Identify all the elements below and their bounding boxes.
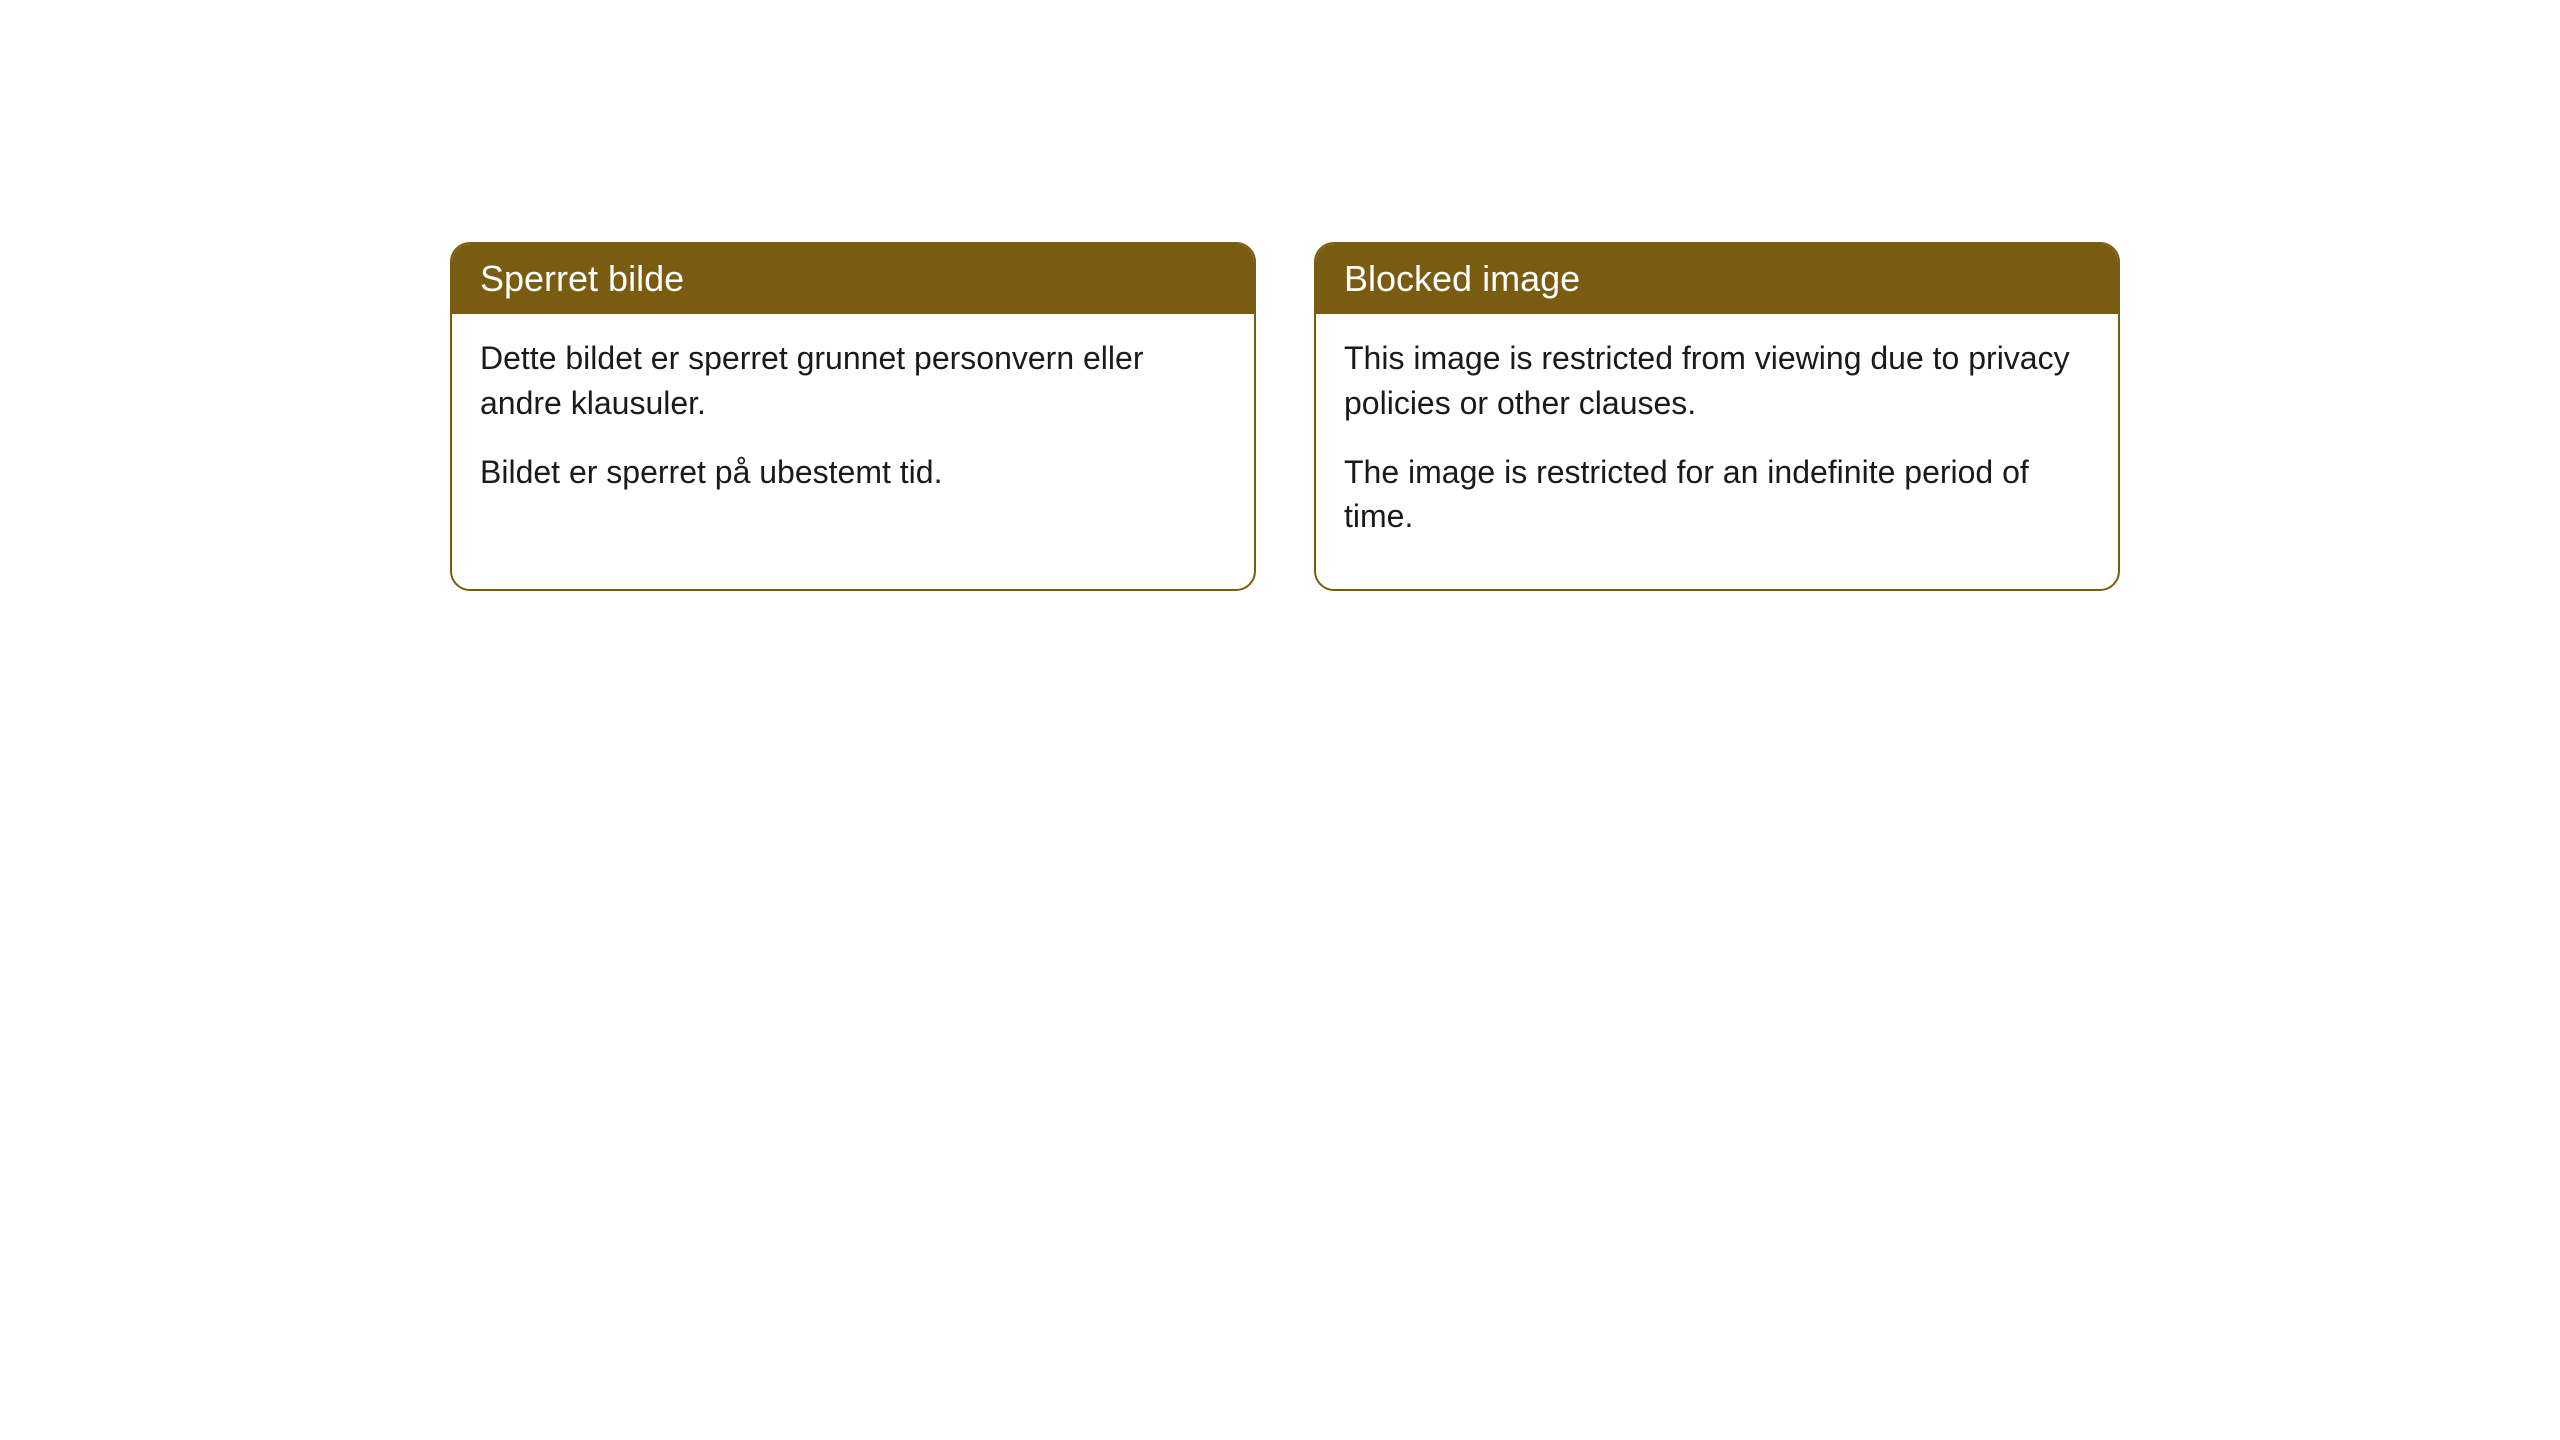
card-title: Sperret bilde (480, 258, 684, 299)
card-paragraph: Dette bildet er sperret grunnet personve… (480, 336, 1226, 426)
card-paragraph: This image is restricted from viewing du… (1344, 336, 2090, 426)
card-title: Blocked image (1344, 258, 1580, 299)
card-body-norwegian: Dette bildet er sperret grunnet personve… (452, 314, 1254, 544)
notice-card-english: Blocked image This image is restricted f… (1314, 242, 2120, 591)
notice-cards-container: Sperret bilde Dette bildet er sperret gr… (450, 242, 2120, 591)
card-header-english: Blocked image (1316, 244, 2118, 314)
card-paragraph: The image is restricted for an indefinit… (1344, 450, 2090, 540)
card-paragraph: Bildet er sperret på ubestemt tid. (480, 450, 1226, 495)
notice-card-norwegian: Sperret bilde Dette bildet er sperret gr… (450, 242, 1256, 591)
card-body-english: This image is restricted from viewing du… (1316, 314, 2118, 589)
card-header-norwegian: Sperret bilde (452, 244, 1254, 314)
